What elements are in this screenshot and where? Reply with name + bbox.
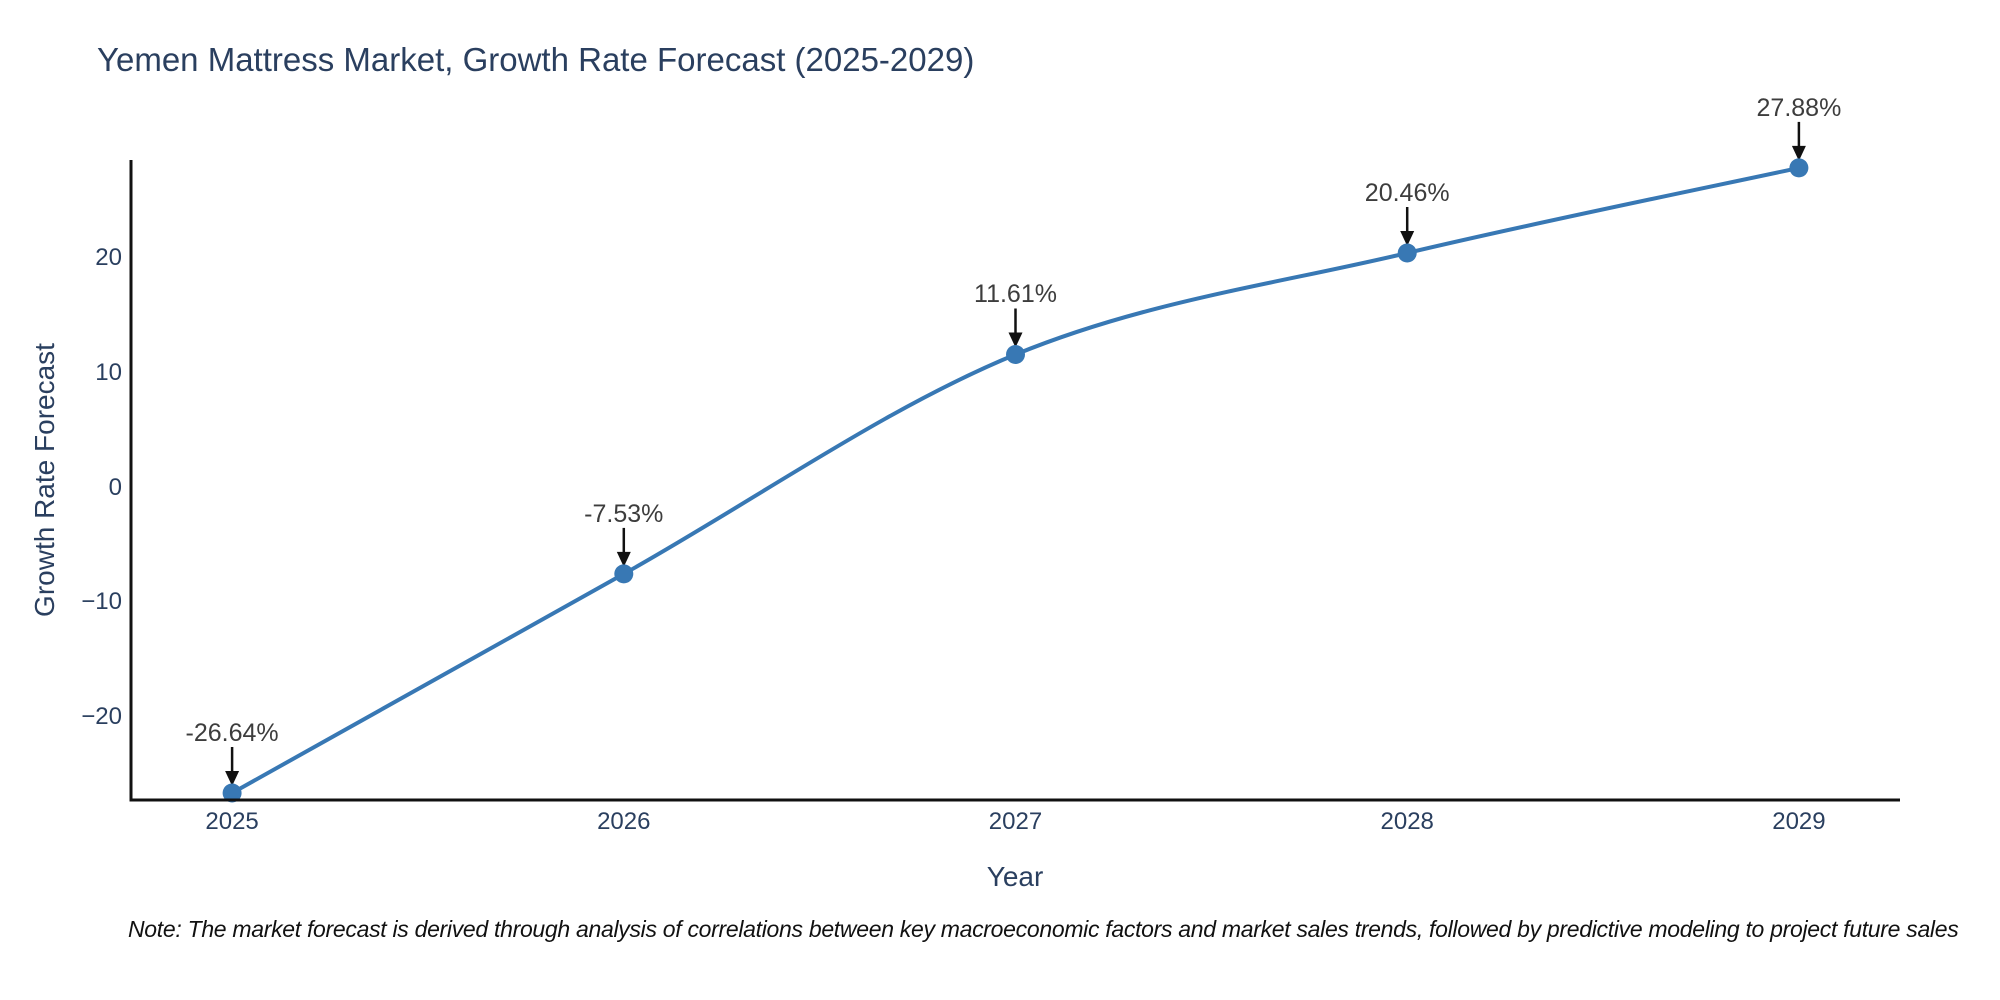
footnote: Note: The market forecast is derived thr… xyxy=(128,916,1959,942)
data-point-marker[interactable] xyxy=(1006,345,1025,364)
y-tick-label: 0 xyxy=(108,473,122,501)
point-value-annotation: -7.53% xyxy=(584,499,664,528)
y-tick-label: 10 xyxy=(95,358,122,386)
data-point-marker[interactable] xyxy=(614,564,634,584)
x-tick-label: 2028 xyxy=(1380,808,1434,835)
point-value-annotation: 11.61% xyxy=(974,280,1057,309)
data-point-marker[interactable] xyxy=(222,783,242,803)
annotation-arrow-head xyxy=(1008,332,1023,348)
y-tick-label: 20 xyxy=(95,244,122,272)
chart-title: Yemen Mattress Market, Growth Rate Forec… xyxy=(97,41,975,78)
forecast-line xyxy=(231,165,1800,795)
y-tick-label: −20 xyxy=(81,702,122,730)
point-value-annotation: 20.46% xyxy=(1364,178,1450,207)
data-point-marker[interactable] xyxy=(1789,158,1809,178)
x-axis-title: Year xyxy=(986,861,1044,892)
y-tick-label: −10 xyxy=(81,588,122,616)
x-tick-label: 2025 xyxy=(205,808,259,835)
point-value-annotation: -26.64% xyxy=(185,719,279,747)
annotation-arrow-head xyxy=(1791,145,1806,161)
data-point-marker[interactable] xyxy=(1397,243,1417,263)
x-tick-label: 2029 xyxy=(1772,808,1826,835)
annotation-arrow-head xyxy=(225,771,240,786)
x-tick-label: 2026 xyxy=(597,808,651,835)
y-axis-title: Growth Rate Forecast xyxy=(29,343,60,617)
annotation-arrow-head xyxy=(1400,231,1415,246)
point-value-annotation: 27.88% xyxy=(1756,93,1842,122)
x-tick-label: 2027 xyxy=(988,808,1043,835)
annotation-arrow-head xyxy=(616,551,631,567)
